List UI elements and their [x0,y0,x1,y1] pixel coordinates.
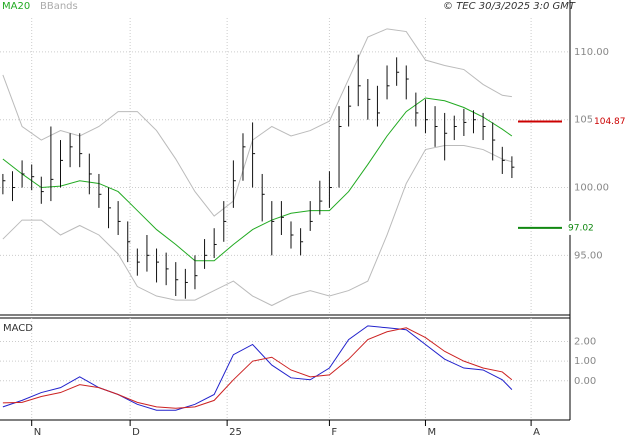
legend-ma: MA20 [2,1,30,12]
band-upper [2,28,512,217]
x-tick-label: D [132,427,140,438]
y-tick-label: 95.00 [574,250,603,261]
level-label-bg [566,220,625,235]
level-label: 104.87 [594,117,626,127]
y-tick-label: 100.00 [574,183,609,194]
macd-line [2,325,513,411]
legend-bbands: BBands [40,1,78,12]
y-tick-label: 105.00 [574,115,609,126]
copyright: © TEC 30/3/2025 3:0 GMT [443,1,576,12]
y-tick-label: 110.00 [574,47,609,58]
x-tick-label: A [533,427,540,438]
macd-line [2,327,513,409]
x-tick-label: 25 [229,427,242,438]
y-tick-label: 0.00 [574,376,596,387]
y-tick-label: 1.00 [574,356,596,367]
macd-title: MACD [3,323,33,334]
x-tick-label: M [427,427,436,438]
y-tick-label: 2.00 [574,337,596,348]
x-tick-label: F [331,427,337,438]
band-lower [2,144,513,307]
x-tick-label: N [34,427,41,438]
level-label-bg [592,114,625,129]
level-label: 97.02 [568,223,594,233]
